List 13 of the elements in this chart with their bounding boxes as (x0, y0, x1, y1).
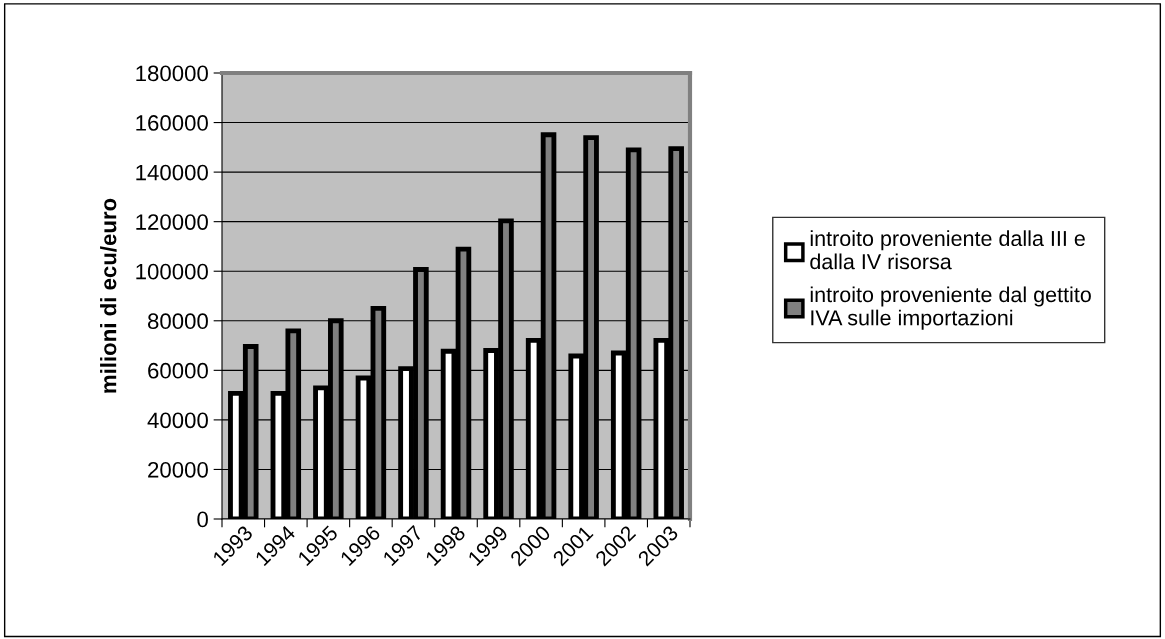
y-tick-label: 0 (197, 511, 208, 528)
y-tick-label: 20000 (148, 461, 208, 478)
y-tick-label: 140000 (136, 164, 208, 181)
legend-label: introito proveniente dalla III e dalla IV risorsa (810, 230, 1085, 270)
y-tick-label: 100000 (136, 263, 208, 280)
y-tick-label: 60000 (148, 362, 208, 379)
y-tick-label: 180000 (136, 65, 208, 82)
y-tick-label: 40000 (147, 412, 208, 429)
y-tick-label: 80000 (147, 313, 208, 330)
y-tick-label: 120000 (136, 214, 208, 230)
y-tick-label: 160000 (136, 115, 208, 131)
legend-label: introito proveniente dal gettito IVA sulle importazioni (810, 286, 1091, 330)
y-axis-title: milioni di ecu/euro (100, 198, 117, 393)
